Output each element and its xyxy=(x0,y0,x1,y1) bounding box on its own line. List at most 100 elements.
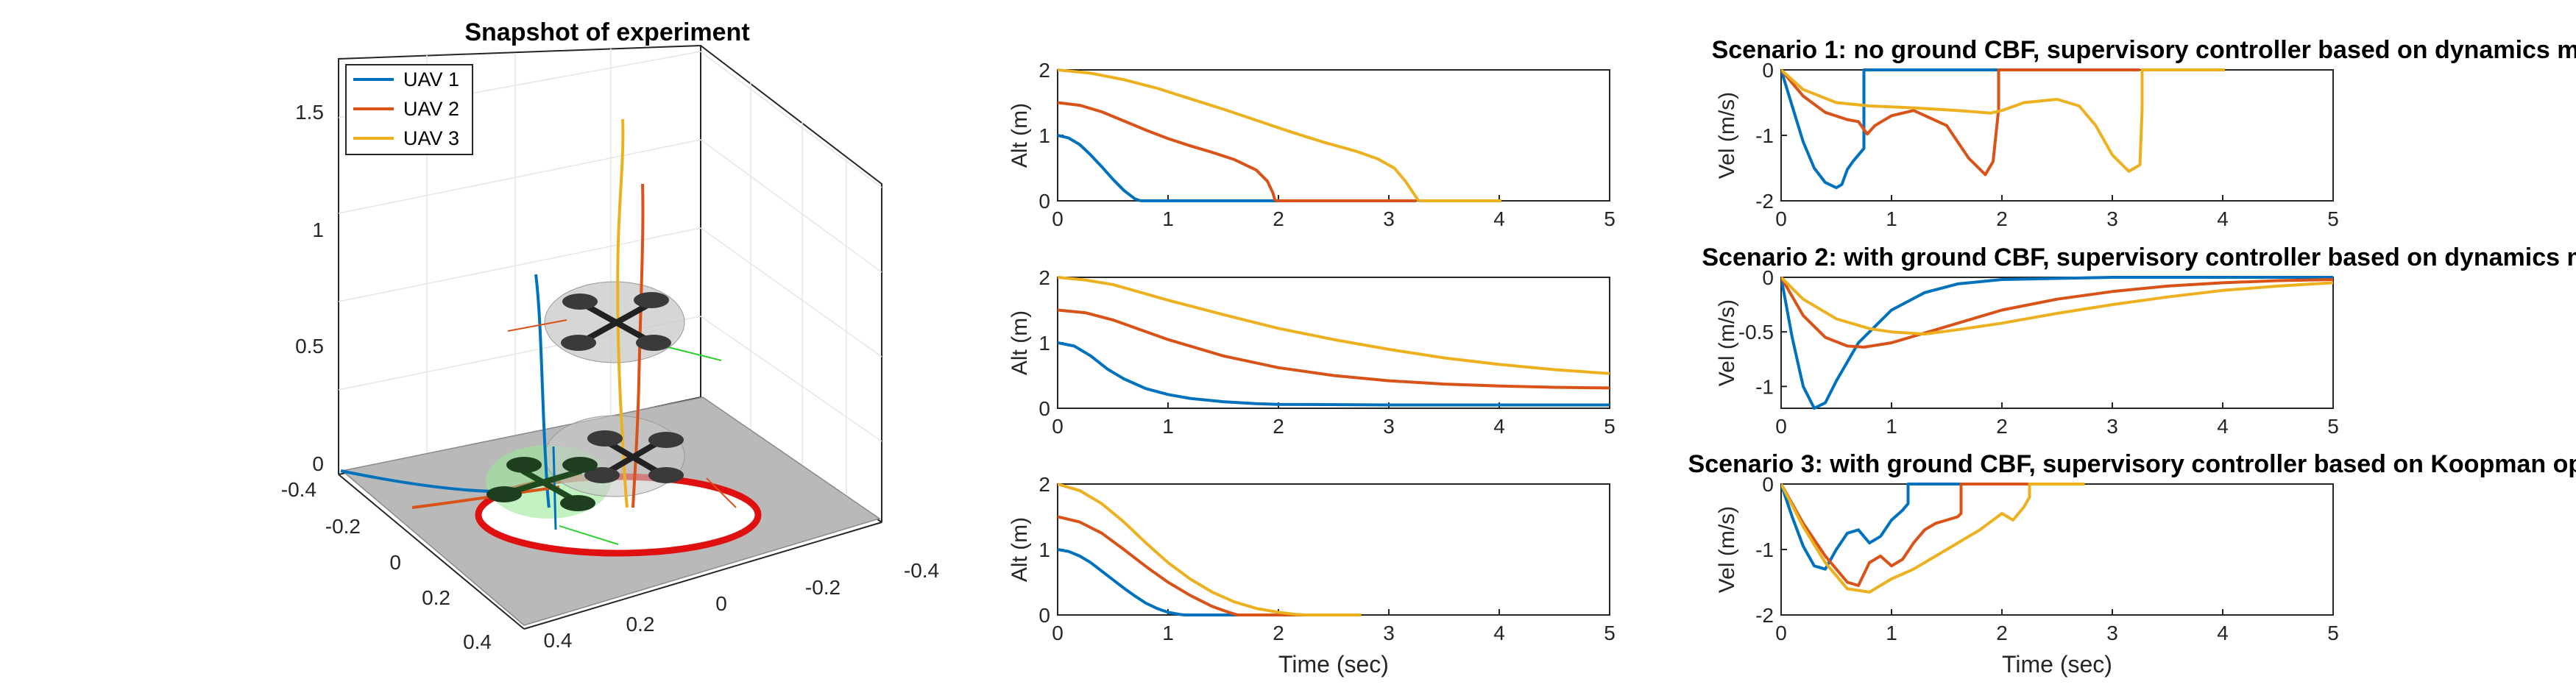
x-tick-4: -0.2 xyxy=(805,576,841,599)
chart-alt1: 0 1 2 3 4 5 0 1 2 Alt (m) xyxy=(1008,59,1616,230)
xtick-label-vel3-1: 1 xyxy=(1886,622,1897,644)
x-tick-3: 0 xyxy=(715,592,727,615)
ylabel-vel3: Vel (m/s) xyxy=(1715,506,1739,593)
xtick-label-vel2-0: 0 xyxy=(1775,415,1787,438)
axes-box-alt2 xyxy=(1057,277,1610,409)
legend: UAV 1 UAV 2 UAV 3 xyxy=(345,64,473,155)
uav-model-mid xyxy=(584,430,684,483)
xtick-label-vel1-3: 3 xyxy=(2106,207,2118,230)
chart-alt2: 0 1 2 3 4 5 0 1 2 Alt (m) xyxy=(1008,266,1616,438)
legend-uav2: UAV 2 xyxy=(403,98,459,120)
x-tick-1: 0.4 xyxy=(544,629,573,652)
xtick-label-alt2-0: 0 xyxy=(1052,415,1064,438)
ytick-label-vel2-0: -1 xyxy=(1755,375,1774,398)
z-tick-15: 1.5 xyxy=(295,101,324,124)
ytick-label-alt2-1: 1 xyxy=(1038,332,1050,355)
xtick-label-alt2-1: 1 xyxy=(1162,415,1174,438)
ylabel-vel2: Vel (m/s) xyxy=(1715,299,1739,386)
series-line-alt1-uav3 xyxy=(1058,68,1420,202)
title-vel2: Scenario 2: with ground CBF, supervisory… xyxy=(1702,243,2576,271)
ytick-label-alt3-2: 2 xyxy=(1038,473,1050,496)
ytick-label-vel2-2: 0 xyxy=(1762,266,1774,289)
snapshot-3d-panel: Snapshot of experiment xyxy=(281,18,939,653)
y-tick-labels: -0.4 -0.2 0 0.2 0.4 xyxy=(281,478,492,653)
uav-model-top xyxy=(561,292,671,351)
ytick-label-alt3-1: 1 xyxy=(1038,538,1050,561)
uav-model-low xyxy=(486,457,598,511)
series-line-vel3-uav2 xyxy=(1781,483,2030,587)
ytick-label-vel3-0: -2 xyxy=(1755,604,1774,627)
xtick-label-vel1-1: 1 xyxy=(1886,207,1897,230)
ylabel-alt3: Alt (m) xyxy=(1008,517,1032,582)
xtick-label-alt1-3: 3 xyxy=(1383,207,1395,230)
ytick-label-vel1-2: 0 xyxy=(1762,59,1774,82)
xtick-label-alt1-4: 4 xyxy=(1493,207,1505,230)
series-line-alt1-uav1 xyxy=(1058,134,1142,202)
xtick-label-alt1-5: 5 xyxy=(1604,207,1616,230)
xtick-label-alt3-2: 2 xyxy=(1273,622,1284,644)
xtick-label-vel2-1: 1 xyxy=(1886,415,1897,438)
y-tick-1: -0.4 xyxy=(281,478,316,501)
legend-uav1: UAV 1 xyxy=(403,68,459,90)
snapshot-title: Snapshot of experiment xyxy=(464,18,749,46)
title-vel3: Scenario 3: with ground CBF, supervisory… xyxy=(1688,450,2576,478)
xtick-label-alt1-1: 1 xyxy=(1162,207,1174,230)
ytick-label-alt2-2: 2 xyxy=(1038,266,1050,289)
xtick-label-vel3-2: 2 xyxy=(1996,622,2008,644)
title-vel1: Scenario 1: no ground CBF, supervisory c… xyxy=(1712,36,2576,64)
xtick-label-vel1-4: 4 xyxy=(2217,207,2229,230)
series-line-vel1-uav1 xyxy=(1781,68,2002,190)
y-tick-2: -0.2 xyxy=(325,515,361,538)
z-tick-labels: 0 0.5 1 1.5 xyxy=(295,101,324,475)
series-line-vel1-uav2 xyxy=(1781,68,2140,177)
xtick-label-alt2-5: 5 xyxy=(1604,415,1616,438)
y-tick-3: 0 xyxy=(389,551,401,574)
xtick-label-alt2-4: 4 xyxy=(1493,415,1505,438)
series-line-alt2-uav1 xyxy=(1058,341,1610,407)
ytick-label-alt1-1: 1 xyxy=(1038,124,1050,147)
x-tick-labels: 0.4 0.2 0 -0.2 -0.4 xyxy=(544,559,940,652)
series-line-alt1-uav2 xyxy=(1058,101,1277,202)
xtick-label-vel2-5: 5 xyxy=(2327,415,2339,438)
xlabel-vel3: Time (sec) xyxy=(2002,651,2112,677)
xtick-label-alt2-2: 2 xyxy=(1273,415,1284,438)
xtick-label-alt3-3: 3 xyxy=(1383,622,1395,644)
z-tick-1: 1 xyxy=(312,218,324,241)
chart-vel1: 0 1 2 3 4 5 -2 -1 0 Vel (m/s) Scenario 1: no groun… xyxy=(1712,36,2576,230)
series-line-vel3-uav1 xyxy=(1781,483,1961,571)
ytick-label-alt2-0: 0 xyxy=(1038,397,1050,420)
xtick-label-vel3-3: 3 xyxy=(2106,622,2118,644)
y-tick-4: 0.2 xyxy=(422,586,450,609)
ylabel-alt2: Alt (m) xyxy=(1008,310,1032,375)
axes-box-vel3 xyxy=(1780,483,2334,616)
ytick-label-vel1-1: -1 xyxy=(1755,124,1774,147)
xtick-label-alt3-0: 0 xyxy=(1052,622,1064,644)
z-tick-0: 0 xyxy=(312,452,324,475)
series-line-alt3-uav3 xyxy=(1058,483,1306,616)
ytick-label-vel2-1: -0.5 xyxy=(1738,321,1774,344)
xtick-label-vel3-4: 4 xyxy=(2217,622,2229,644)
ylabel-alt1: Alt (m) xyxy=(1008,103,1032,168)
xtick-label-alt2-3: 3 xyxy=(1383,415,1395,438)
ytick-label-vel3-2: 0 xyxy=(1762,473,1774,496)
y-tick-5: 0.4 xyxy=(463,630,492,653)
xtick-label-vel1-0: 0 xyxy=(1775,207,1787,230)
chart-vel2: 0 1 2 3 4 5 -1 -0.5 0 Vel (m/s) Scenario 2: with g… xyxy=(1702,243,2576,438)
xtick-label-alt3-1: 1 xyxy=(1162,622,1174,644)
chart-vel3: 0 1 2 3 4 5 -2 -1 0 Vel (m/s) Time (sec) Scenario 3… xyxy=(1688,450,2576,677)
x-tick-2: 0.2 xyxy=(626,613,655,636)
series-line-vel2-uav1 xyxy=(1781,276,2333,410)
xtick-label-vel3-0: 0 xyxy=(1775,622,1787,644)
series-line-alt3-uav2 xyxy=(1058,515,1239,616)
axes-box-vel2 xyxy=(1780,277,2334,409)
ytick-label-vel3-1: -1 xyxy=(1755,538,1774,561)
xtick-label-vel1-2: 2 xyxy=(1996,207,2008,230)
series-line-vel1-uav3 xyxy=(1781,68,2225,173)
series-line-alt2-uav2 xyxy=(1058,308,1610,390)
ytick-label-vel1-0: -2 xyxy=(1755,190,1774,213)
uav-safety-sphere-2 xyxy=(544,415,685,497)
xtick-label-vel2-2: 2 xyxy=(1996,415,2008,438)
xtick-label-alt3-4: 4 xyxy=(1493,622,1505,644)
snapshot-grid xyxy=(338,49,882,500)
